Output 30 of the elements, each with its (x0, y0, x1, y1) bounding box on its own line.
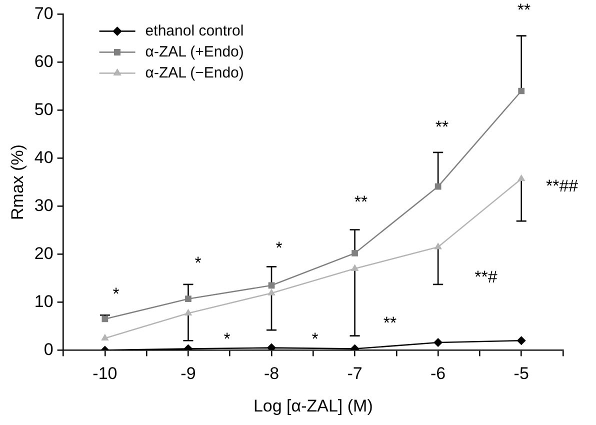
legend-label: α-ZAL (+Endo) (145, 43, 244, 60)
x-tick-label: -5 (514, 364, 529, 384)
x-axis-title: Log [α-ZAL] (M) (253, 396, 373, 416)
annotation: ** (354, 192, 368, 212)
legend-label: α-ZAL (−Endo) (145, 64, 244, 82)
annotation: * (224, 330, 231, 349)
x-tick-label: -7 (347, 364, 362, 384)
x-tick-label: -10 (92, 364, 118, 384)
y-tick-label: 50 (34, 100, 54, 119)
y-tick-label: 10 (34, 292, 54, 311)
annotation: * (194, 254, 202, 273)
annotation: **## (546, 176, 579, 196)
x-tick-label: -8 (264, 364, 280, 384)
annotation: * (276, 238, 283, 258)
y-tick-label: 20 (34, 244, 54, 263)
y-tick-label: 30 (34, 196, 54, 215)
y-tick-label: 0 (44, 340, 54, 359)
y-axis-title: Rmax (%) (8, 144, 27, 220)
annotation: **# (474, 268, 498, 287)
annotation: ** (517, 0, 531, 20)
legend-label: ethanol control (145, 22, 244, 40)
annotation: ** (383, 314, 397, 333)
annotation: * (312, 330, 319, 349)
x-tick-label: -6 (430, 364, 446, 384)
y-tick-label: 70 (34, 4, 54, 23)
y-tick-label: 60 (34, 52, 54, 71)
x-tick-label: -9 (180, 364, 196, 384)
annotation: ** (435, 118, 449, 137)
annotation: * (112, 284, 120, 304)
y-tick-label: 40 (34, 148, 54, 167)
